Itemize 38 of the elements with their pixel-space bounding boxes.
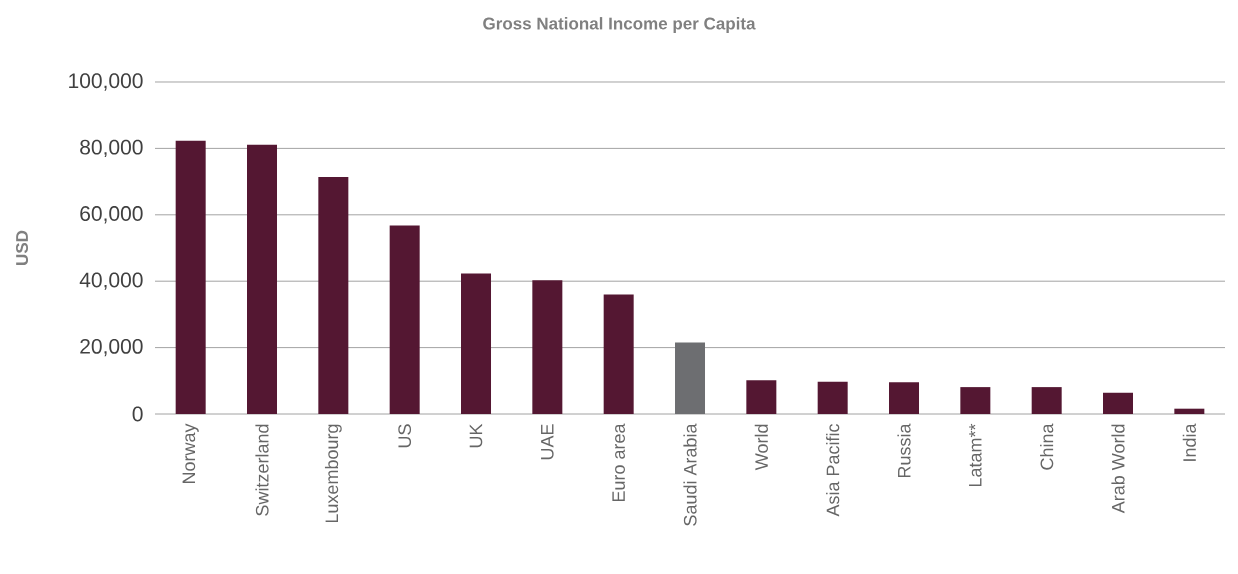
x-tick-label: UAE: [541, 424, 554, 460]
y-tick-label: 60,000: [80, 206, 143, 224]
y-axis-title: USD: [15, 230, 29, 265]
y-tick-label: 0: [132, 406, 143, 422]
bar: [1031, 387, 1062, 414]
bar: [318, 176, 349, 414]
x-tick-label: China: [1040, 423, 1054, 470]
bar: [461, 273, 492, 414]
x-tick-label: Saudi Arabia: [683, 423, 697, 526]
bar: [817, 381, 848, 414]
bar: [889, 382, 920, 414]
bar: [603, 294, 634, 414]
x-tick-label: World: [754, 424, 768, 471]
x-tick-label: India: [1182, 423, 1196, 461]
x-tick-label: Arab World: [1111, 424, 1125, 514]
chart-title: Gross National Income per Capita: [483, 17, 756, 33]
x-tick-label: Latam**: [969, 423, 982, 487]
bar: [675, 342, 706, 414]
bar: [247, 144, 277, 414]
y-tick-label: 40,000: [79, 272, 143, 290]
x-tick-label: Luxembourg: [324, 424, 342, 523]
x-tick-label: US: [398, 424, 412, 448]
bar: [746, 380, 777, 414]
bar: [960, 387, 991, 414]
bar: [532, 280, 563, 414]
bar: [389, 225, 420, 414]
x-tick-label: Norway: [182, 423, 199, 484]
bar: [1103, 392, 1134, 414]
x-tick-label: Switzerland: [255, 424, 269, 516]
x-tick-label: Russia: [897, 423, 911, 478]
x-tick-label: Euro area: [612, 423, 625, 502]
bar: [175, 140, 206, 414]
x-tick-label: UK: [469, 423, 483, 448]
y-tick-label: 100,000: [69, 73, 143, 91]
x-tick-label: Asia Pacific: [826, 424, 840, 517]
y-tick-label: 20,000: [80, 338, 143, 357]
bar: [1174, 408, 1205, 414]
y-tick-label: 80,000: [80, 139, 143, 158]
